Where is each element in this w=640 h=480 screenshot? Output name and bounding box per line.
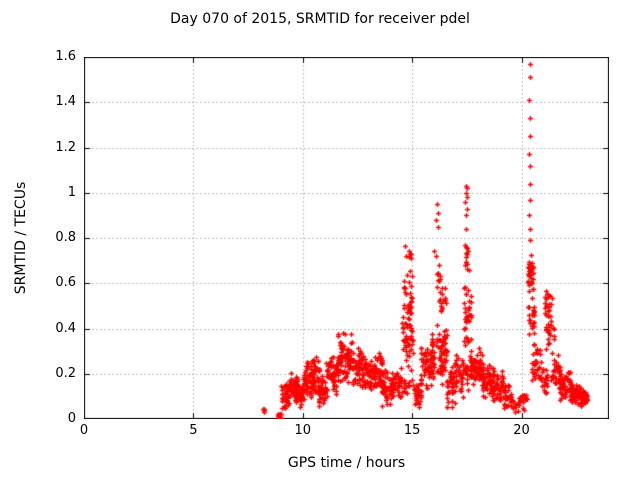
y-tick-label: 1.2 bbox=[55, 139, 76, 155]
y-tick-label: 0.8 bbox=[55, 230, 76, 245]
x-axis-label: GPS time / hours bbox=[287, 455, 406, 471]
x-tick-label: 10 bbox=[294, 423, 312, 438]
x-tick-label: 15 bbox=[403, 423, 421, 438]
y-tick-label: 1.4 bbox=[55, 94, 76, 110]
y-tick-label: 0 bbox=[67, 411, 76, 426]
scatter-canvas bbox=[84, 57, 609, 419]
plot-area bbox=[84, 57, 609, 419]
y-tick-label: 0.6 bbox=[55, 275, 76, 291]
y-tick-label: 1.6 bbox=[55, 49, 76, 64]
x-tick-label: 0 bbox=[79, 423, 89, 438]
y-tick-label: 0.4 bbox=[55, 320, 76, 336]
y-tick-label: 1 bbox=[67, 184, 76, 200]
x-tick-label: 5 bbox=[189, 423, 198, 438]
x-tick-label: 20 bbox=[513, 423, 530, 438]
chart-title: Day 070 of 2015, SRMTID for receiver pde… bbox=[170, 11, 470, 27]
y-tick-label: 0.2 bbox=[55, 365, 76, 381]
